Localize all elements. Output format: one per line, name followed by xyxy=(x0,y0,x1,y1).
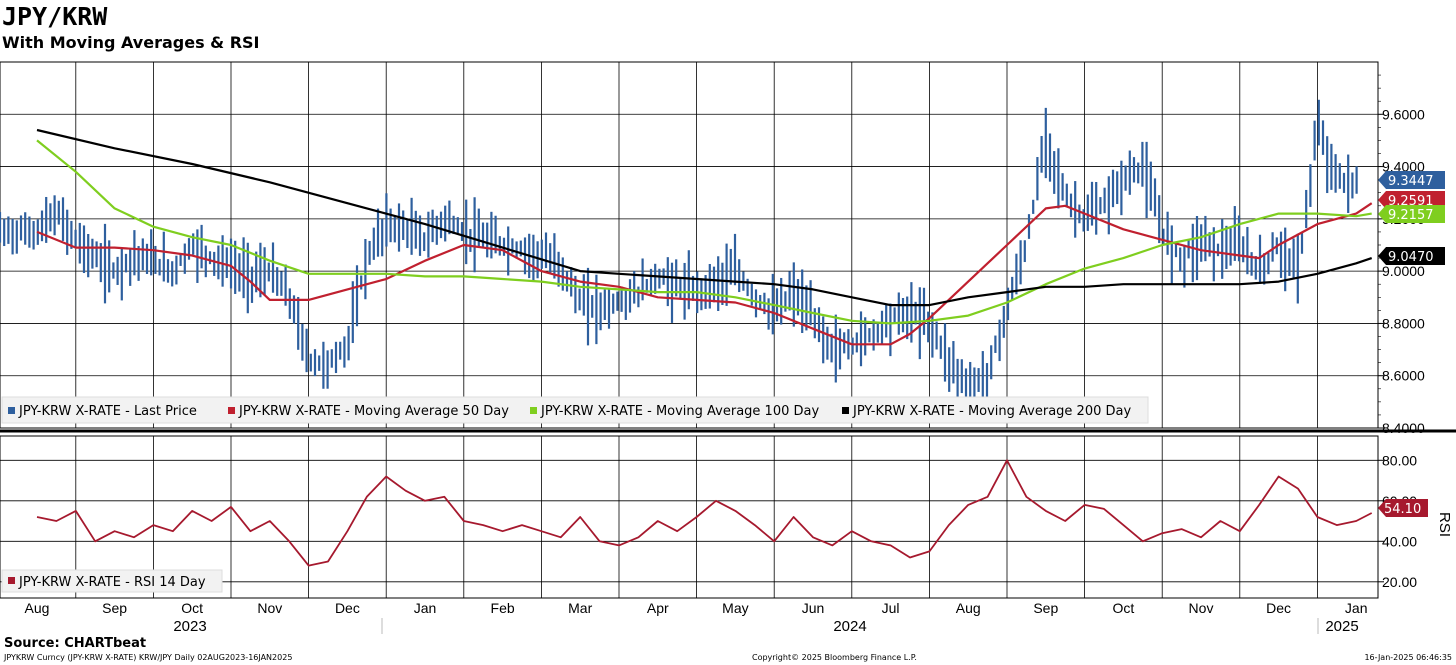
x-tick-label: Jul xyxy=(882,600,900,616)
x-tick-label: Jan xyxy=(1345,600,1368,616)
last-value-text: 9.2157 xyxy=(1388,208,1434,223)
y-tick-label: 8.8000 xyxy=(1382,315,1425,331)
legend-swatch xyxy=(8,577,15,584)
last-value-text: 9.3447 xyxy=(1388,174,1434,189)
legend-label: JPY-KRW X-RATE - Moving Average 100 Day xyxy=(540,404,819,419)
x-tick-label: Dec xyxy=(1266,600,1291,616)
source-note: Source: CHARTbeat xyxy=(4,636,147,651)
x-tick-label: Jan xyxy=(414,600,437,616)
legend-label: JPY-KRW X-RATE - Moving Average 200 Day xyxy=(852,404,1131,419)
footer-center: Copyright© 2025 Bloomberg Finance L.P. xyxy=(752,653,917,662)
y-tick-label: 8.4000 xyxy=(1382,420,1425,436)
legend-label: JPY-KRW X-RATE - Moving Average 50 Day xyxy=(238,404,509,419)
last-value-badge xyxy=(1378,171,1445,189)
x-year-label: 2025 xyxy=(1325,618,1358,635)
footer-left: JPYKRW Curncy (JPY-KRW X-RATE) KRW/JPY D… xyxy=(4,653,293,662)
x-tick-label: Feb xyxy=(491,600,515,616)
y-tick-label: 9.4000 xyxy=(1382,159,1425,175)
legend-label: JPY-KRW X-RATE - Last Price xyxy=(18,404,197,419)
last-value-badge xyxy=(1378,191,1445,209)
x-tick-label: May xyxy=(722,600,748,616)
x-tick-label: Dec xyxy=(335,600,360,616)
x-year-label: 2023 xyxy=(173,618,206,635)
x-tick-label: Jun xyxy=(802,600,825,616)
x-tick-label: Sep xyxy=(102,600,127,616)
rsi-axis-label: RSI xyxy=(1436,512,1453,537)
price-bars xyxy=(0,99,1358,413)
x-tick-label: Mar xyxy=(568,600,592,616)
rsi-line xyxy=(36,459,1373,567)
ma50-line xyxy=(36,202,1373,346)
rsi-y-tick-label: 80.00 xyxy=(1382,452,1417,468)
x-tick-label: Aug xyxy=(956,600,981,616)
legend-swatch xyxy=(8,407,15,414)
legend-swatch xyxy=(842,407,849,414)
rsi-y-tick-label: 40.00 xyxy=(1382,533,1417,549)
x-tick-label: Apr xyxy=(647,600,669,616)
x-year-label: 2024 xyxy=(833,618,866,635)
rsi-y-tick-label: 20.00 xyxy=(1382,574,1417,590)
rsi-plot-frame xyxy=(0,435,1379,599)
rsi-last-value-badge xyxy=(1378,499,1428,517)
y-tick-label: 8.6000 xyxy=(1382,368,1425,384)
legend-label: JPY-KRW X-RATE - RSI 14 Day xyxy=(18,575,206,590)
x-tick-label: Nov xyxy=(257,600,282,616)
ma200-line xyxy=(36,128,1373,307)
last-value-text: 9.0470 xyxy=(1388,250,1434,265)
x-tick-label: Sep xyxy=(1033,600,1058,616)
chart-title: JPY/KRW xyxy=(2,2,108,31)
last-value-badge xyxy=(1378,205,1445,223)
y-tick-label: 9.6000 xyxy=(1382,106,1425,122)
last-value-badge xyxy=(1378,247,1445,265)
x-tick-label: Aug xyxy=(25,600,50,616)
chart-subtitle: With Moving Averages & RSI xyxy=(2,33,260,52)
x-tick-label: Oct xyxy=(1113,600,1135,616)
y-tick-label: 9.0000 xyxy=(1382,263,1425,279)
rsi-last-value-text: 54.10 xyxy=(1384,502,1421,517)
ma100-line xyxy=(36,139,1372,325)
rsi-legend xyxy=(1,569,223,593)
x-tick-label: Nov xyxy=(1189,600,1214,616)
x-tick-label: Oct xyxy=(181,600,203,616)
legend-swatch xyxy=(530,407,537,414)
main-legend xyxy=(1,396,1149,424)
legend-swatch xyxy=(228,407,235,414)
footer-right: 16-Jan-2025 06:46:35 xyxy=(1364,653,1452,662)
